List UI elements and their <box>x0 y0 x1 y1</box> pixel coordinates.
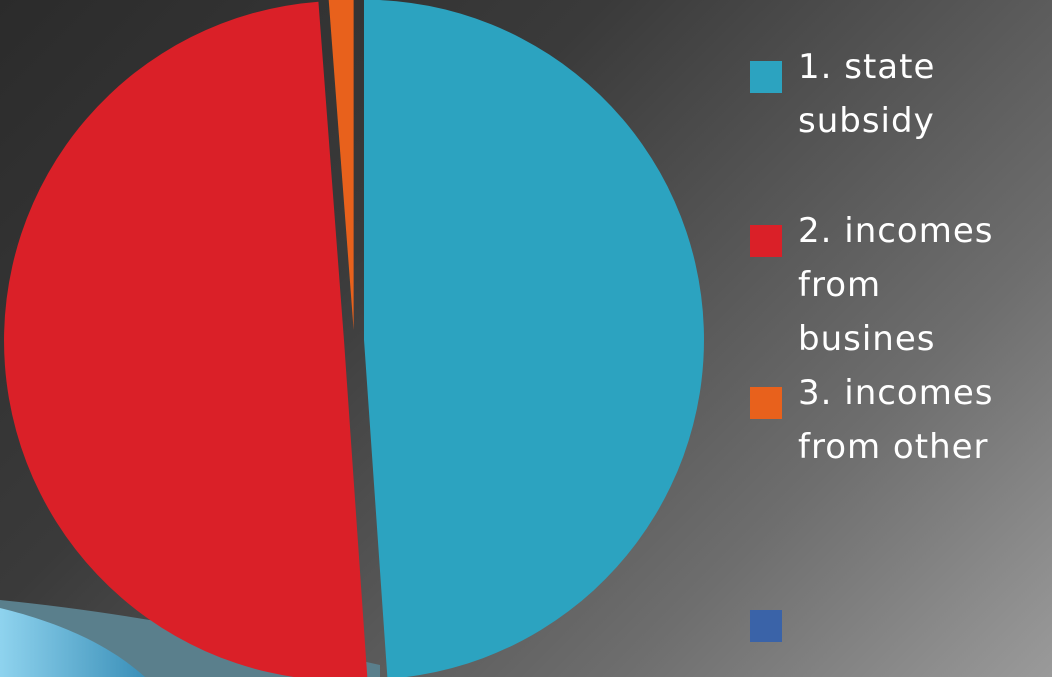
legend-swatch-extra <box>750 610 782 642</box>
legend-swatch <box>750 225 782 257</box>
chart-legend: 1. state subsidy 2. incomes from busines… <box>750 40 1050 642</box>
pie-slice-1 <box>363 0 704 677</box>
legend-item-state-subsidy: 1. state subsidy <box>750 40 1050 148</box>
legend-swatch <box>750 387 782 419</box>
legend-swatch <box>750 61 782 93</box>
legend-label: 2. incomes from busines <box>798 211 994 359</box>
legend-item-incomes-from-other: 3. incomes from other <box>750 366 1050 474</box>
legend-label: 3. incomes from other <box>798 373 994 467</box>
pie-slice-2 <box>4 1 368 677</box>
legend-item-incomes-from-busines: 2. incomes from busines <box>750 204 1050 366</box>
pie-slice-3 <box>328 0 354 331</box>
legend-label: 1. state subsidy <box>798 47 936 141</box>
pie-slices <box>4 0 704 677</box>
